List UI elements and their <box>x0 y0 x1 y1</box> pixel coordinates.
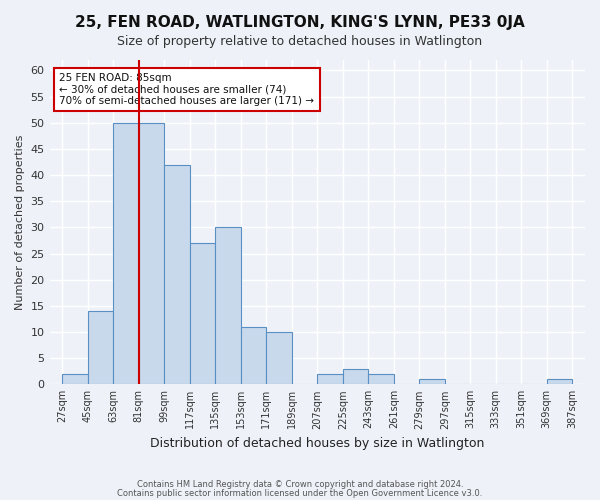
Bar <box>164 164 190 384</box>
X-axis label: Distribution of detached houses by size in Watlington: Distribution of detached houses by size … <box>150 437 484 450</box>
Bar <box>419 379 445 384</box>
Text: 25 FEN ROAD: 85sqm
← 30% of detached houses are smaller (74)
70% of semi-detache: 25 FEN ROAD: 85sqm ← 30% of detached hou… <box>59 73 314 106</box>
Text: Contains public sector information licensed under the Open Government Licence v3: Contains public sector information licen… <box>118 488 482 498</box>
Bar <box>547 379 572 384</box>
Bar <box>190 243 215 384</box>
Y-axis label: Number of detached properties: Number of detached properties <box>15 134 25 310</box>
Bar <box>368 374 394 384</box>
Bar <box>139 123 164 384</box>
Text: 25, FEN ROAD, WATLINGTON, KING'S LYNN, PE33 0JA: 25, FEN ROAD, WATLINGTON, KING'S LYNN, P… <box>75 15 525 30</box>
Bar <box>88 311 113 384</box>
Bar <box>241 327 266 384</box>
Bar <box>343 368 368 384</box>
Bar <box>215 228 241 384</box>
Bar <box>266 332 292 384</box>
Bar <box>317 374 343 384</box>
Text: Size of property relative to detached houses in Watlington: Size of property relative to detached ho… <box>118 35 482 48</box>
Text: Contains HM Land Registry data © Crown copyright and database right 2024.: Contains HM Land Registry data © Crown c… <box>137 480 463 489</box>
Bar <box>113 123 139 384</box>
Bar <box>62 374 88 384</box>
